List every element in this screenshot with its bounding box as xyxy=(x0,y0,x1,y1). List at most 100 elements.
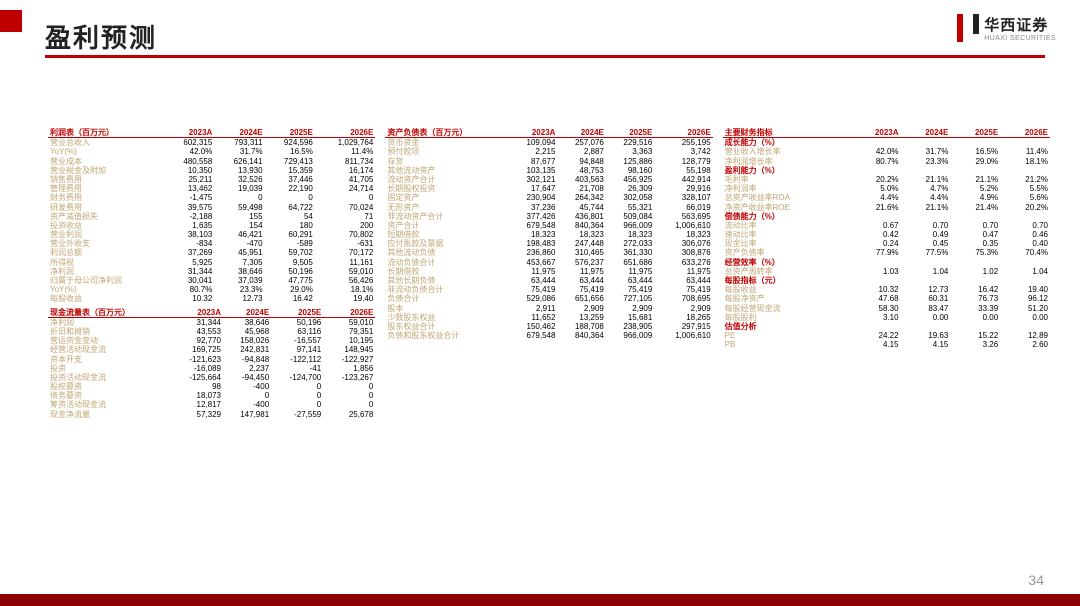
table-row: 长期股权投资 17,647 21,708 26,309 29,916 xyxy=(385,184,712,193)
row-label: 非流动负债合计 xyxy=(385,285,509,294)
row-label: 折旧和摊销 xyxy=(48,327,171,336)
row-label: 长期股权投资 xyxy=(385,184,509,193)
table-row: 每股净资产 47.68 60.31 76.73 96.12 xyxy=(723,294,1050,303)
table-row: 管理费用 13,462 19,039 22,190 24,714 xyxy=(48,184,375,193)
table-row: 营业总收入 602,315 793,311 924,596 1,029,764 xyxy=(48,138,375,148)
row-label: 其他流动负债 xyxy=(385,248,509,257)
row-label: 营业税金及附加 xyxy=(48,166,164,175)
table-row: 研发费用 39,575 59,498 64,722 70,024 xyxy=(48,203,375,212)
row-label: PB xyxy=(723,340,850,349)
row-label: 每股经营现金流 xyxy=(723,304,850,313)
table-row: 其他流动负债 236,860 310,465 361,330 308,876 xyxy=(385,248,712,257)
row-label: 速动比率 xyxy=(723,230,850,239)
table-row: 长期借款 11,975 11,975 11,975 11,975 xyxy=(385,267,712,276)
table-row: 少数股东权益 11,652 13,259 15,681 18,265 xyxy=(385,313,712,322)
row-label: 存货 xyxy=(385,157,509,166)
table-row: 资本开支 -121,623 -94,848 -122,112 -122,927 xyxy=(48,355,375,364)
t2-title: 现金流量表（百万元） xyxy=(48,308,171,318)
table-row: 负债合计 529,086 651,656 727,105 708,695 xyxy=(385,294,712,303)
logo-en: HUAXI SECURITIES xyxy=(984,35,1056,42)
table-row: 投资收益 1,635 154 180 200 xyxy=(48,221,375,230)
table-row: 每股经营现金流 58.30 83.47 33.39 51.20 xyxy=(723,304,1050,313)
table-row: 流动资产合计 302,121 403,563 456,925 442,914 xyxy=(385,175,712,184)
table-row: PE 24.22 19.63 15.22 12.89 xyxy=(723,331,1050,340)
row-label: 毛利率 xyxy=(723,175,850,184)
table-row: 利润总额 37,269 45,951 59,702 70,172 xyxy=(48,248,375,257)
row-label: 营运资金变动 xyxy=(48,336,171,345)
table-row: 短期借款 18,323 18,323 18,323 18,323 xyxy=(385,230,712,239)
row-label: 资产减值损失 xyxy=(48,212,164,221)
table-row: 非流动负债合计 75,419 75,419 75,419 75,419 xyxy=(385,285,712,294)
row-label: 经营活动现金流 xyxy=(48,345,171,354)
table-row: 无形资产 37,236 45,744 55,321 66,019 xyxy=(385,203,712,212)
row-label: 流动负债合计 xyxy=(385,258,509,267)
row-label: 少数股东权益 xyxy=(385,313,509,322)
table-row: 折旧和摊销 43,553 45,968 63,116 79,351 xyxy=(48,327,375,336)
table-row: 营业外收支 -834 -470 -589 -631 xyxy=(48,239,375,248)
table-row: 毛利率 20.2% 21.1% 21.1% 21.2% xyxy=(723,175,1050,184)
table-row: 资产负债率 77.9% 77.5% 75.3% 70.4% xyxy=(723,248,1050,257)
row-label: 营业利润 xyxy=(48,230,164,239)
table-row: 资产合计 679,548 840,364 966,009 1,006,610 xyxy=(385,221,712,230)
section-header: 成长能力（%） xyxy=(723,138,1050,148)
footer-bar xyxy=(0,594,1080,606)
section-header: 每股指标（元） xyxy=(723,276,1050,285)
row-label: YoY(%) xyxy=(48,147,164,156)
row-label: PE xyxy=(723,331,850,340)
table-row: 流动负债合计 453,667 576,237 651,686 633,276 xyxy=(385,258,712,267)
table-row: 财务费用 -1,475 0 0 0 xyxy=(48,193,375,202)
row-label: 所得税 xyxy=(48,258,164,267)
table-row: 总资产收益率ROA 4.4% 4.4% 4.9% 5.6% xyxy=(723,193,1050,202)
row-label: YoY(%) xyxy=(48,285,164,294)
table-row: 净利润 31,344 38,646 50,196 59,010 xyxy=(48,267,375,276)
row-label: 流动资产合计 xyxy=(385,175,509,184)
table-row: 总资产周转率 1.03 1.04 1.02 1.04 xyxy=(723,267,1050,276)
row-label: 净利润率 xyxy=(723,184,850,193)
t1-title: 利润表（百万元） xyxy=(48,128,164,138)
table-row: 所得税 5,925 7,305 9,505 11,161 xyxy=(48,258,375,267)
row-label: 资本开支 xyxy=(48,355,171,364)
row-label: 股本 xyxy=(385,304,509,313)
row-label: 研发费用 xyxy=(48,203,164,212)
col-left: 利润表（百万元） 2023A 2024E 2025E 2026E 营业总收入 6… xyxy=(48,128,375,419)
table-row: 投资 -16,089 2,237 -41 1,856 xyxy=(48,364,375,373)
table-row: 每股收益 10.32 12.73 16.42 19.40 xyxy=(48,294,375,303)
table-row: 固定资产 230,904 264,342 302,058 328,107 xyxy=(385,193,712,202)
col-mid: 资产负债表（百万元） 2023A 2024E 2025E 2026E 货币资金 … xyxy=(385,128,712,419)
table-row: 净利润率 5.0% 4.7% 5.2% 5.5% xyxy=(723,184,1050,193)
table-row: 流动比率 0.67 0.70 0.70 0.70 xyxy=(723,221,1050,230)
row-label: 总资产收益率ROA xyxy=(723,193,850,202)
row-label: 净利润 xyxy=(48,267,164,276)
red-accent-square xyxy=(0,10,22,32)
table-row: 其他流动资产 103,135 48,753 98,160 55,198 xyxy=(385,166,712,175)
table-row: 投资活动现金流 -125,664 -94,450 -124,700 -123,2… xyxy=(48,373,375,382)
row-label: 净资产收益率ROE xyxy=(723,203,850,212)
section-header: 估值分析 xyxy=(723,322,1050,331)
table-row: 现金比率 0.24 0.45 0.35 0.40 xyxy=(723,239,1050,248)
logo: 华西证券 HUAXI SECURITIES xyxy=(957,14,1056,42)
income-statement-table: 利润表（百万元） 2023A 2024E 2025E 2026E 营业总收入 6… xyxy=(48,128,375,304)
col-right: 主要财务指标 2023A 2024E 2025E 2026E 成长能力（%）营业… xyxy=(723,128,1050,419)
row-label: 筹资活动现金流 xyxy=(48,400,171,409)
row-label: 每股收益 xyxy=(48,294,164,303)
table-row: 每股收益 10.32 12.73 16.42 19.40 xyxy=(723,285,1050,294)
row-label: 营业成本 xyxy=(48,157,164,166)
logo-cn: 华西证券 xyxy=(984,14,1056,35)
row-label: 长期借款 xyxy=(385,267,509,276)
table-row: 净利润增长率 80.7% 23.3% 29.0% 18.1% xyxy=(723,157,1050,166)
table-row: 筹资活动现金流 12,817 -400 0 0 xyxy=(48,400,375,409)
table-row: 存货 87,677 94,848 125,886 128,779 xyxy=(385,157,712,166)
row-label: 销售费用 xyxy=(48,175,164,184)
row-label: 负债合计 xyxy=(385,294,509,303)
row-label: 总资产周转率 xyxy=(723,267,850,276)
row-label: 净利润增长率 xyxy=(723,157,850,166)
logo-icon xyxy=(957,14,979,42)
cashflow-table: 现金流量表（百万元） 2023A 2024E 2025E 2026E 净利润 3… xyxy=(48,308,375,419)
row-label: 无形资产 xyxy=(385,203,509,212)
page-title: 盈利预测 xyxy=(45,18,157,55)
table-row: YoY(%) 80.7% 23.3% 29.0% 18.1% xyxy=(48,285,375,294)
table-row: 每股股利 3.10 0.00 0.00 0.00 xyxy=(723,313,1050,322)
table-row: 非流动资产合计 377,426 436,801 509,084 563,695 xyxy=(385,212,712,221)
page-number: 34 xyxy=(1028,572,1044,588)
section-header: 经营效率（%） xyxy=(723,258,1050,267)
